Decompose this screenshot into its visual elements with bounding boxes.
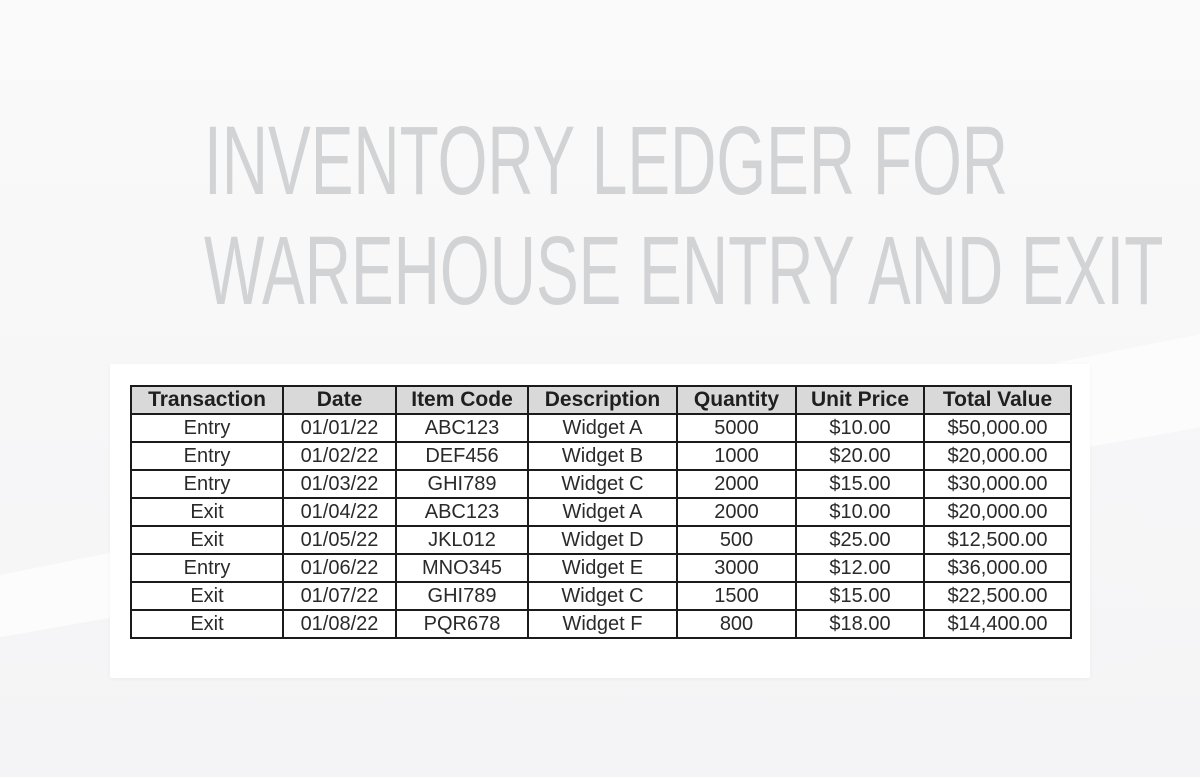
table-cell: Exit	[130, 581, 284, 611]
table-row: Exit 01/08/22 PQR678 Widget F 800 $18.00 $14,4…	[130, 609, 1072, 639]
column-header: Total Value	[923, 385, 1072, 415]
table-row: Entry 01/01/22 ABC123 Widget A 5000 $10.00 $50…	[130, 413, 1072, 443]
table-cell: 01/03/22	[282, 469, 397, 499]
table-cell: $30,000.00	[923, 469, 1072, 499]
table-row: Exit 01/05/22 JKL012 Widget D 500 $25.00 $12,5…	[130, 525, 1072, 555]
table-cell: JKL012	[395, 525, 529, 555]
table-cell: $12,500.00	[923, 525, 1072, 555]
table-cell: Widget D	[527, 525, 678, 555]
table-cell: $36,000.00	[923, 553, 1072, 583]
table-cell: Widget C	[527, 469, 678, 499]
table-cell: 01/07/22	[282, 581, 397, 611]
table-cell: Widget A	[527, 497, 678, 527]
table-cell: Entry	[130, 441, 284, 471]
column-header: Description	[527, 385, 678, 415]
table-cell: $22,500.00	[923, 581, 1072, 611]
table-cell: Widget F	[527, 609, 678, 639]
table-row: Entry 01/02/22 DEF456 Widget B 1000 $20.00 $20…	[130, 441, 1072, 471]
table-row: Exit 01/07/22 GHI789 Widget C 1500 $15.00 $22,…	[130, 581, 1072, 611]
table-cell: $10.00	[795, 497, 925, 527]
table-cell: 1500	[676, 581, 797, 611]
table-cell: Entry	[130, 469, 284, 499]
table-cell: $20,000.00	[923, 441, 1072, 471]
table-cell: $18.00	[795, 609, 925, 639]
table-cell: $15.00	[795, 581, 925, 611]
table-cell: PQR678	[395, 609, 529, 639]
table-cell: DEF456	[395, 441, 529, 471]
table-cell: Widget B	[527, 441, 678, 471]
table-cell: 01/06/22	[282, 553, 397, 583]
table-cell: $20.00	[795, 441, 925, 471]
table-cell: GHI789	[395, 469, 529, 499]
table-cell: $14,400.00	[923, 609, 1072, 639]
column-header: Transaction	[130, 385, 284, 415]
table-cell: 01/02/22	[282, 441, 397, 471]
inventory-ledger-table: Transaction Date Item Code Description Quant…	[130, 385, 1072, 639]
table-cell: GHI789	[395, 581, 529, 611]
table-cell: $50,000.00	[923, 413, 1072, 443]
page-title-line2: WAREHOUSE ENTRY AND EXIT	[203, 216, 1164, 325]
table-cell: $15.00	[795, 469, 925, 499]
table-cell: $12.00	[795, 553, 925, 583]
table-cell: Exit	[130, 497, 284, 527]
table-cell: 01/05/22	[282, 525, 397, 555]
table-row: Exit 01/04/22 ABC123 Widget A 2000 $10.00 $20,…	[130, 497, 1072, 527]
table-cell: ABC123	[395, 497, 529, 527]
page-title: INVENTORY LEDGER FOR WAREHOUSE ENTRY AND…	[0, 106, 1200, 326]
table-cell: 500	[676, 525, 797, 555]
table-cell: Entry	[130, 413, 284, 443]
table-cell: MNO345	[395, 553, 529, 583]
table-cell: 800	[676, 609, 797, 639]
table-cell: 01/08/22	[282, 609, 397, 639]
table-cell: $25.00	[795, 525, 925, 555]
column-header: Unit Price	[795, 385, 925, 415]
table-cell: $10.00	[795, 413, 925, 443]
table-cell: 2000	[676, 497, 797, 527]
table-cell: Exit	[130, 525, 284, 555]
table-cell: 3000	[676, 553, 797, 583]
table-row: Entry 01/03/22 GHI789 Widget C 2000 $15.00 $30…	[130, 469, 1072, 499]
table-cell: Entry	[130, 553, 284, 583]
page-title-line1: INVENTORY LEDGER FOR	[203, 106, 1009, 215]
table-cell: Widget E	[527, 553, 678, 583]
table-header-row: Transaction Date Item Code Description Quant…	[130, 385, 1072, 415]
table-cell: Exit	[130, 609, 284, 639]
table-cell: $20,000.00	[923, 497, 1072, 527]
column-header: Date	[282, 385, 397, 415]
column-header: Quantity	[676, 385, 797, 415]
table-cell: 1000	[676, 441, 797, 471]
table-cell: 01/01/22	[282, 413, 397, 443]
table-cell: ABC123	[395, 413, 529, 443]
table-body: Entry 01/01/22 ABC123 Widget A 5000 $10.00 $50…	[130, 413, 1072, 639]
table-cell: Widget A	[527, 413, 678, 443]
table-row: Entry 01/06/22 MNO345 Widget E 3000 $12.00 $36…	[130, 553, 1072, 583]
table-cell: 5000	[676, 413, 797, 443]
table-cell: 2000	[676, 469, 797, 499]
table-cell: 01/04/22	[282, 497, 397, 527]
table-panel: Transaction Date Item Code Description Quant…	[110, 364, 1090, 678]
table-cell: Widget C	[527, 581, 678, 611]
column-header: Item Code	[395, 385, 529, 415]
